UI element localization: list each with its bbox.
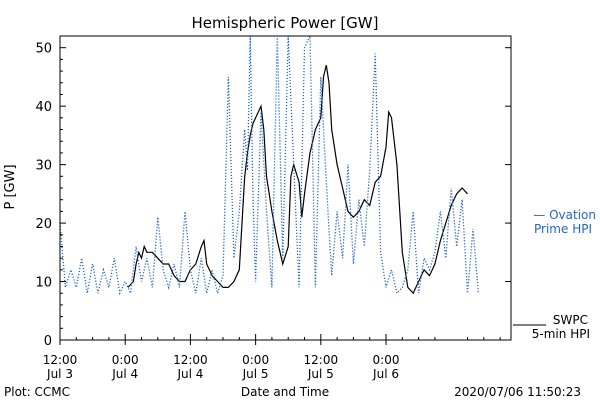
x-axis-label: Date and Time bbox=[241, 385, 329, 399]
y-tick-label: 20 bbox=[35, 217, 52, 232]
y-tick-label: 30 bbox=[35, 159, 52, 174]
y-tick-label: 10 bbox=[35, 276, 52, 291]
legend-swpc-line1: SWPC bbox=[553, 313, 588, 327]
x-tick-label-date: Jul 3 bbox=[46, 367, 73, 381]
x-tick-label-time: 0:00 bbox=[373, 353, 400, 367]
plot-frame bbox=[59, 35, 512, 341]
x-tick-label-time: 12:00 bbox=[304, 353, 339, 367]
legend-swpc: SWPC 5-min HPI bbox=[513, 313, 590, 341]
x-tick-label-date: Jul 4 bbox=[176, 367, 203, 381]
x-tick-label-time: 0:00 bbox=[242, 353, 269, 367]
x-tick-label-date: Jul 6 bbox=[372, 367, 399, 381]
y-tick-label: 50 bbox=[35, 42, 52, 57]
x-tick-label-time: 0:00 bbox=[112, 353, 139, 367]
x-tick-label-date: Jul 5 bbox=[307, 367, 334, 381]
x-tick-label-date: Jul 4 bbox=[111, 367, 138, 381]
x-tick-label-time: 12:00 bbox=[173, 353, 208, 367]
x-tick-label-date: Jul 5 bbox=[242, 367, 269, 381]
y-axis: 0 10 20 30 40 50 bbox=[35, 42, 511, 349]
y-axis-label: P [GW] bbox=[3, 164, 18, 209]
plot-area bbox=[59, 35, 512, 341]
series-line-0 bbox=[127, 65, 468, 295]
plot-credit: Plot: CCMC bbox=[4, 385, 70, 399]
legend-ovation-line2: Prime HPI bbox=[534, 222, 592, 236]
plot-timestamp: 2020/07/06 11:50:23 bbox=[454, 385, 581, 399]
chart-title: Hemispheric Power [GW] bbox=[192, 14, 379, 32]
legend-ovation-line1: — Ovation bbox=[533, 208, 596, 222]
y-tick-label: 40 bbox=[35, 100, 52, 115]
series-line-1 bbox=[59, 35, 480, 296]
legend-ovation: — Ovation Prime HPI bbox=[533, 208, 596, 236]
legend-swpc-line2: 5-min HPI bbox=[532, 327, 590, 341]
x-tick-label-time: 12:00 bbox=[43, 353, 78, 367]
y-tick-label: 0 bbox=[44, 334, 52, 349]
